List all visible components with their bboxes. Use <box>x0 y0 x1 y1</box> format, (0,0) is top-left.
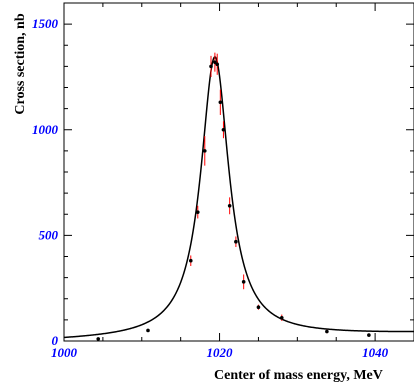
plot-frame <box>63 2 414 342</box>
data-point <box>227 204 232 208</box>
y-tick-label: 1500 <box>32 16 59 31</box>
data-point <box>195 210 200 214</box>
fit-curve-line <box>63 55 414 339</box>
axis-ticks <box>63 3 414 342</box>
data-point <box>202 149 207 153</box>
x-tick-label: 1020 <box>207 345 234 360</box>
x-tick-label: 1000 <box>51 345 78 360</box>
data-point <box>96 337 101 341</box>
data-point <box>279 315 284 320</box>
y-axis-title: Cross section, nb <box>13 13 28 114</box>
data-point <box>325 329 329 334</box>
x-axis-title: Center of mass energy, MeV <box>214 368 383 383</box>
x-tick-label: 1040 <box>362 345 389 360</box>
data-point <box>209 64 213 69</box>
data-point <box>188 258 193 263</box>
data-point <box>218 100 223 105</box>
chart-marks <box>63 52 414 341</box>
axis-tick-labels: 0 500 1000 1500 1000 1020 1040 <box>32 16 389 360</box>
data-point <box>241 280 246 284</box>
y-tick-label: 0 <box>52 333 59 348</box>
data-point <box>213 60 217 64</box>
data-point <box>221 127 226 132</box>
data-point <box>256 305 261 310</box>
data-point <box>215 62 220 67</box>
data-point <box>146 328 150 333</box>
y-tick-label: 1000 <box>32 122 59 137</box>
y-tick-label: 500 <box>39 227 59 242</box>
data-point <box>367 333 371 337</box>
data-point <box>234 239 238 244</box>
